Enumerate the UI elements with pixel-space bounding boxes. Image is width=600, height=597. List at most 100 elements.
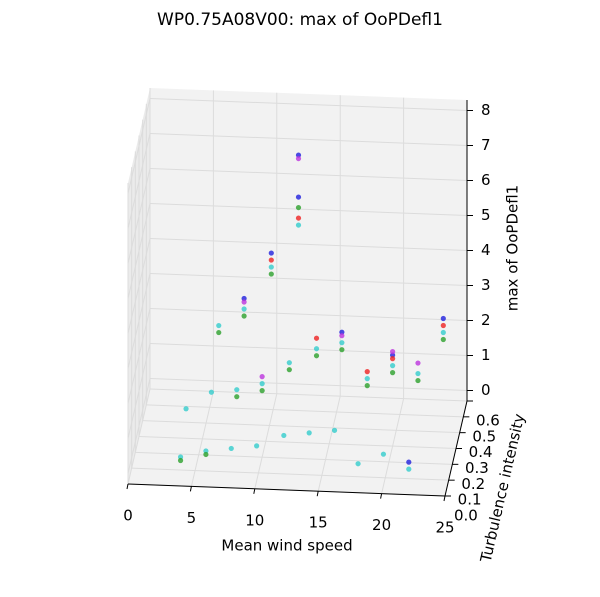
point <box>440 336 446 343</box>
grid-line <box>149 343 468 356</box>
tick-mark <box>253 488 256 494</box>
grid-line <box>127 343 151 439</box>
z-tick-label: 6 <box>481 171 491 189</box>
point <box>286 360 292 366</box>
grid-line <box>127 238 151 334</box>
point <box>364 376 370 382</box>
grid-line <box>149 133 468 146</box>
point <box>355 461 361 467</box>
z-tick-label: 4 <box>481 241 491 259</box>
point <box>259 388 265 394</box>
x-tick-label: 20 <box>372 516 391 534</box>
grid-line <box>127 168 151 264</box>
point <box>313 346 320 352</box>
tick-mark <box>380 493 383 499</box>
chart-title: WP0.75A08V00: max of OoPDefl1 <box>157 10 443 30</box>
point <box>268 271 274 277</box>
point <box>364 383 370 389</box>
point <box>415 360 421 366</box>
point <box>216 329 222 336</box>
grid-line <box>127 378 151 474</box>
z-tick-label: 2 <box>481 311 491 329</box>
y-tick-label: 0.5 <box>472 427 496 445</box>
grid-line <box>135 451 453 465</box>
z-tick-label: 7 <box>481 136 491 154</box>
y-tick-label: 0.2 <box>461 475 485 493</box>
z-tick-label: 5 <box>481 206 491 224</box>
grid-line <box>149 308 468 321</box>
point <box>440 322 446 329</box>
z-axis-label: max of OoPDefl1 <box>504 185 522 311</box>
point <box>203 451 209 458</box>
x-tick-label: 0 <box>123 507 133 525</box>
point <box>339 347 345 353</box>
z-tick-label: 3 <box>481 276 491 294</box>
tick-mark <box>316 491 319 497</box>
point <box>208 389 215 395</box>
grid-line <box>127 273 151 369</box>
grid-line <box>149 388 468 402</box>
grid-line <box>149 238 468 251</box>
x-tick-label: 10 <box>245 511 264 529</box>
point <box>295 204 302 211</box>
y-axis-line <box>444 400 468 497</box>
tick-mark <box>126 483 129 490</box>
point <box>216 322 222 329</box>
y-tick-label: 0.0 <box>454 507 478 525</box>
grid-line <box>127 203 151 299</box>
grid-line <box>149 378 468 391</box>
point <box>234 394 240 400</box>
y-tick-label: 0.4 <box>469 443 493 461</box>
tick-mark <box>189 486 192 492</box>
point <box>415 377 421 384</box>
point <box>259 381 265 387</box>
x-axis-line <box>127 483 446 497</box>
point <box>390 370 396 376</box>
grid-line <box>142 420 460 434</box>
point <box>241 306 247 312</box>
point <box>440 329 446 336</box>
point <box>295 194 302 200</box>
panes <box>128 88 467 496</box>
y-tick-label: 0.3 <box>465 459 489 477</box>
tick-mark <box>443 495 446 502</box>
point <box>295 215 302 221</box>
z-tick-label: 1 <box>481 346 491 364</box>
grid-line <box>138 436 457 449</box>
point <box>268 250 274 256</box>
point <box>281 432 287 439</box>
point <box>313 353 320 359</box>
grid-line <box>146 404 464 418</box>
point <box>380 451 387 457</box>
point <box>183 406 189 412</box>
grid-line <box>127 98 151 194</box>
x-tick-label: 15 <box>309 514 328 532</box>
point <box>406 466 412 472</box>
y-tick-label: 0.1 <box>458 491 482 509</box>
point <box>228 445 234 452</box>
point <box>390 356 396 362</box>
grid-line <box>149 203 468 216</box>
x-tick-label: 5 <box>187 509 197 527</box>
z-tick-label: 8 <box>481 101 491 119</box>
point <box>295 222 302 228</box>
grid-line <box>149 273 468 286</box>
point <box>339 340 345 346</box>
point <box>331 427 338 433</box>
x-tick-label: 25 <box>435 519 454 537</box>
y-tick-label: 0.6 <box>476 412 500 430</box>
point <box>254 443 260 449</box>
point <box>295 155 302 162</box>
point <box>415 370 421 377</box>
point <box>306 430 312 436</box>
grid-line <box>131 467 449 481</box>
point <box>339 333 345 339</box>
point <box>259 374 265 380</box>
point <box>440 315 446 322</box>
point <box>241 313 247 319</box>
point <box>390 349 396 355</box>
x-axis-label: Mean wind speed <box>221 537 352 555</box>
point <box>390 363 396 369</box>
point <box>268 257 274 263</box>
